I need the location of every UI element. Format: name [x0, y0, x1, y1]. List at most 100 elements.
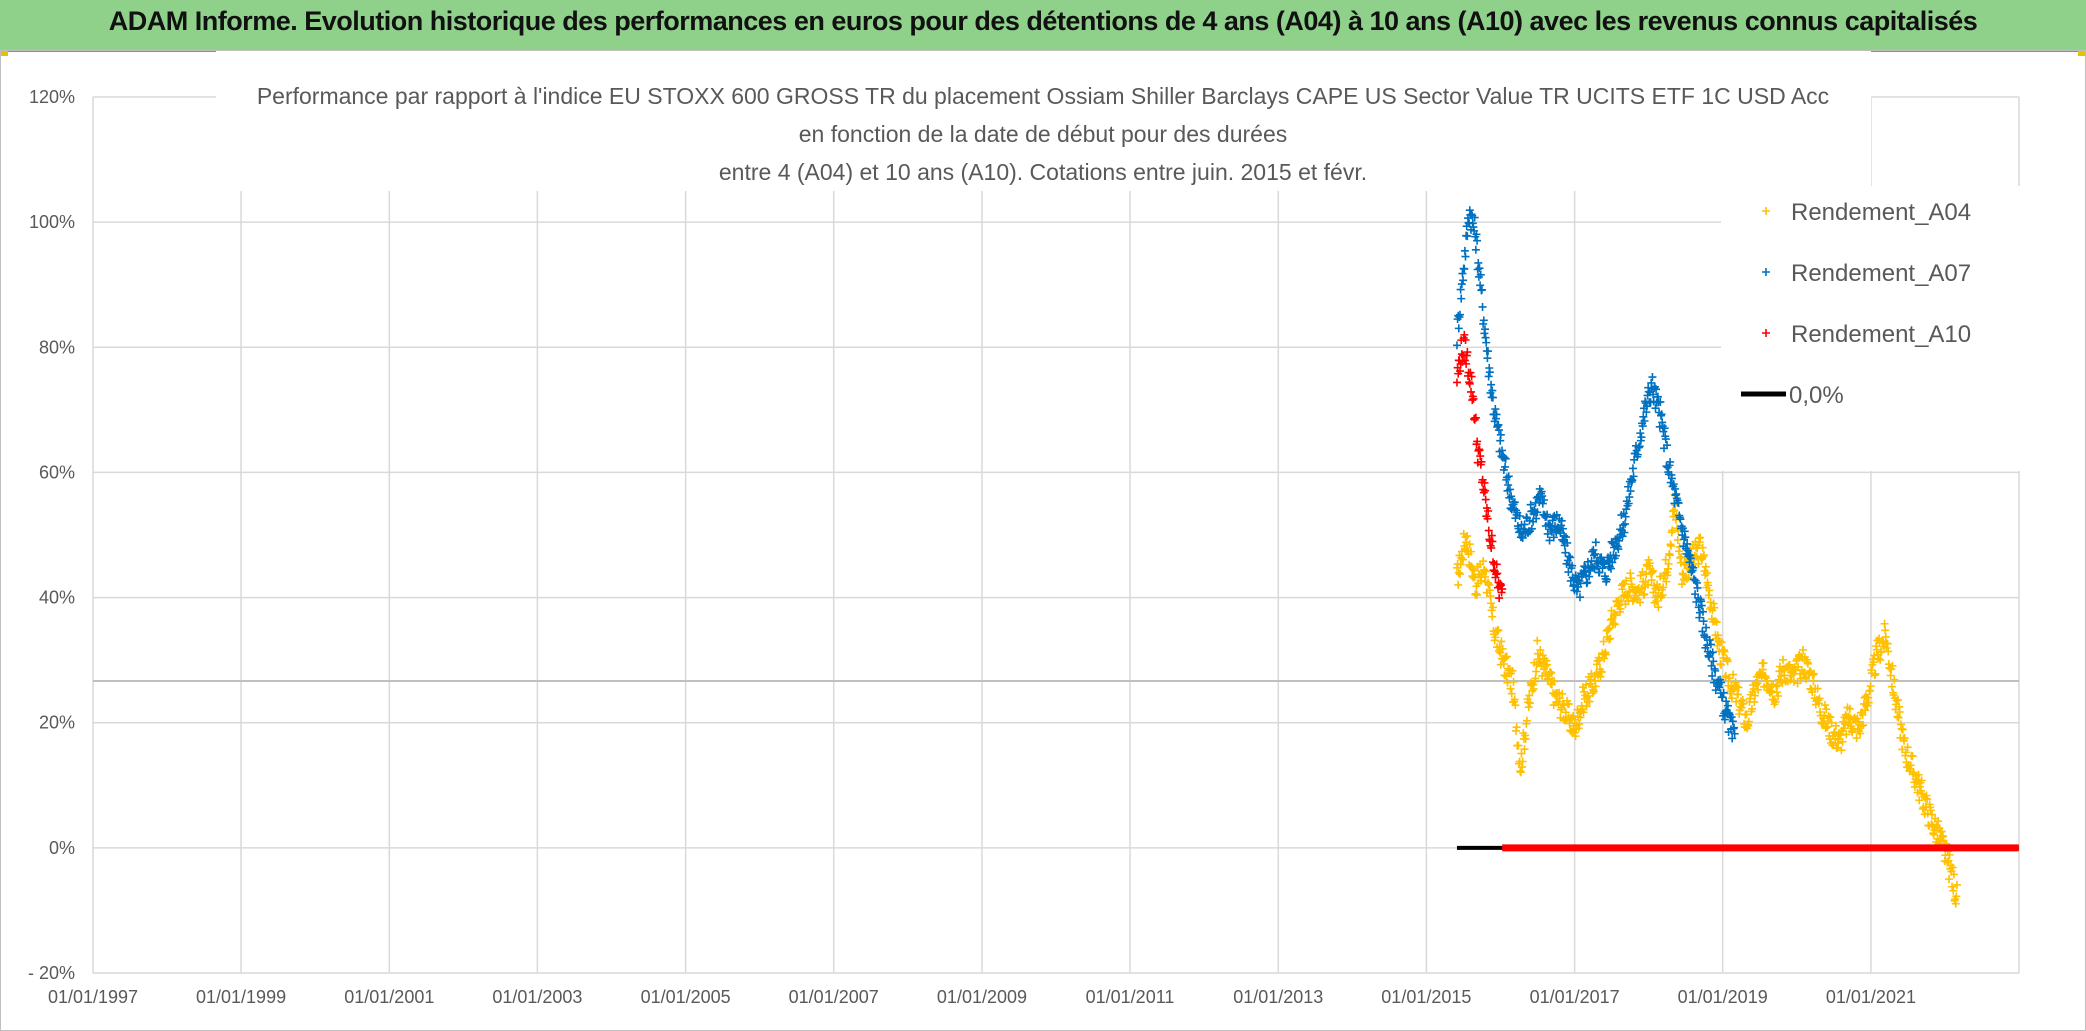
data-point: [1518, 757, 1527, 766]
data-point: [1917, 776, 1926, 785]
data-point: [1667, 474, 1676, 483]
data-point: [1517, 749, 1526, 758]
data-point: [1497, 637, 1506, 646]
data-point: [1462, 359, 1471, 368]
data-point: [1789, 669, 1798, 678]
data-point: [1822, 705, 1831, 714]
data-point: [1501, 454, 1510, 463]
data-point: [1699, 617, 1708, 626]
data-point: [1561, 533, 1570, 542]
data-point: [1529, 684, 1538, 693]
data-point: [1615, 601, 1624, 610]
data-point: [1949, 886, 1958, 895]
data-point: [1543, 660, 1551, 669]
data-point: [1525, 691, 1534, 700]
data-point: [1903, 743, 1912, 752]
data-point: [1628, 476, 1637, 485]
x-tick-label: 01/01/2015: [1381, 987, 1471, 1007]
data-point: [1951, 899, 1960, 908]
data-point: [1701, 562, 1710, 571]
data-point: [1461, 335, 1470, 344]
data-point: [1507, 492, 1516, 501]
data-point: [1622, 576, 1631, 585]
data-point: [1467, 387, 1476, 396]
data-point: [1705, 586, 1714, 595]
data-point: [1602, 575, 1611, 584]
x-tick-label: 01/01/2019: [1678, 987, 1768, 1007]
data-point: [1454, 580, 1463, 589]
data-point: [1704, 581, 1713, 590]
x-tick-label: 01/01/2005: [641, 987, 731, 1007]
data-point: [1722, 697, 1731, 706]
data-point: [1893, 712, 1902, 721]
data-point: [1625, 587, 1634, 596]
data-point: [1611, 620, 1620, 629]
y-axis-ticks: - 20% 0% 20% 40% 60% 80% 100% 120%: [28, 87, 75, 983]
data-point: [1898, 725, 1907, 734]
legend-label: Rendement_A04: [1791, 199, 1971, 226]
data-point: [1525, 699, 1534, 708]
data-point: [1503, 678, 1512, 687]
data-point: [1709, 657, 1718, 666]
data-point: [1772, 688, 1781, 697]
data-point: [1494, 426, 1503, 435]
data-point: [1926, 806, 1935, 815]
data-point: [1611, 551, 1620, 560]
data-point: [1874, 654, 1883, 663]
data-point: [1601, 650, 1610, 659]
data-point: [1496, 581, 1505, 590]
data-point: [1480, 478, 1489, 487]
data-point: [1488, 537, 1497, 546]
data-point: [1659, 583, 1668, 592]
data-point: [1711, 666, 1720, 675]
data-point: [1547, 668, 1556, 677]
data-point: [1561, 708, 1570, 717]
data-point: [1605, 562, 1614, 571]
data-point: [1591, 682, 1600, 691]
data-point: [1540, 496, 1549, 505]
data-point: [1473, 591, 1482, 600]
data-point: [1656, 397, 1665, 406]
data-point: [1742, 710, 1751, 719]
data-point: [1715, 637, 1724, 646]
corner-accent-right: [2078, 50, 2086, 56]
data-point: [1532, 667, 1541, 676]
data-point: [1565, 719, 1574, 728]
data-point: [1614, 545, 1623, 554]
data-point: [1493, 569, 1502, 578]
data-point: [1826, 713, 1835, 722]
data-point: [1661, 435, 1670, 444]
data-point: [1568, 561, 1577, 570]
data-point: [1595, 568, 1604, 577]
data-point: [1639, 412, 1648, 421]
data-point: [1705, 636, 1714, 645]
series-rendement_a04: [1452, 490, 1961, 908]
data-point: [1887, 682, 1896, 691]
data-point: [1694, 559, 1703, 568]
data-point: [1698, 543, 1707, 552]
data-point: [1799, 645, 1808, 654]
data-point: [1541, 662, 1550, 671]
data-point: [1682, 574, 1691, 583]
data-point: [1618, 532, 1627, 541]
data-point: [1502, 652, 1511, 661]
y-tick-label: 100%: [29, 212, 75, 232]
data-point: [1566, 553, 1575, 562]
data-point: [1952, 880, 1961, 889]
corner-accent-left: [0, 50, 8, 56]
data-point: [1720, 715, 1729, 724]
data-point: [1459, 555, 1468, 564]
data-point: [1583, 578, 1592, 587]
data-point: [1549, 533, 1558, 542]
data-point: [1487, 599, 1496, 608]
data-point: [1633, 450, 1642, 459]
data-point: [1640, 417, 1649, 426]
data-point: [1552, 510, 1561, 519]
data-point: [1710, 603, 1719, 612]
data-point: [1710, 617, 1719, 626]
series-layer: [1452, 206, 2019, 908]
data-point: [1647, 576, 1656, 585]
x-tick-label: 01/01/2021: [1826, 987, 1916, 1007]
x-tick-label: 01/01/2003: [492, 987, 582, 1007]
data-point: [1839, 724, 1848, 733]
